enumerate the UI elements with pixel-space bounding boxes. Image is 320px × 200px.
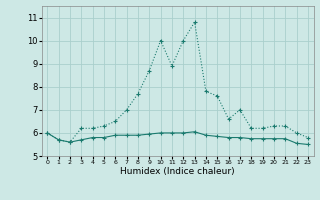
- X-axis label: Humidex (Indice chaleur): Humidex (Indice chaleur): [120, 167, 235, 176]
